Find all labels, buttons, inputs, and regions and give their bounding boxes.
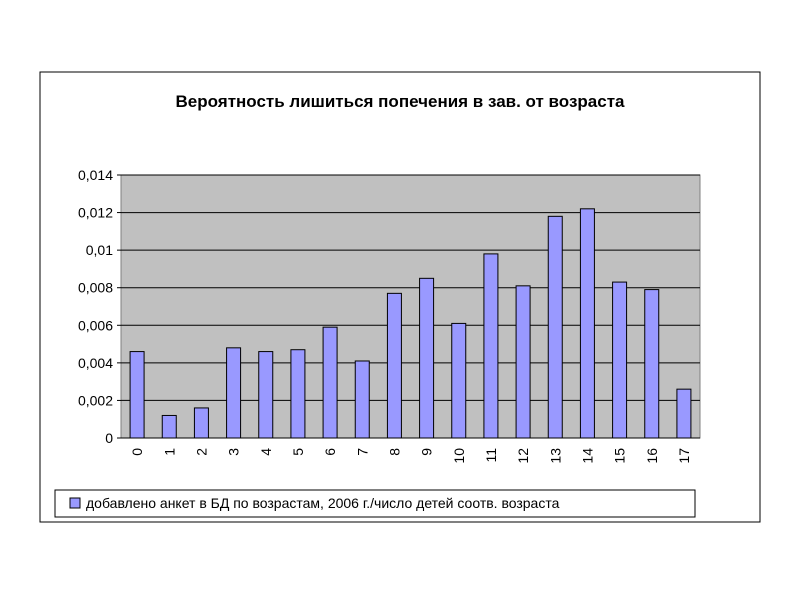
bar (322, 326, 338, 439)
x-tick-label: 5 (290, 448, 306, 456)
y-tick-label: 0,012 (78, 205, 113, 221)
bar (515, 285, 531, 439)
bar (354, 360, 370, 439)
x-tick-label: 8 (386, 448, 402, 456)
bar (161, 414, 177, 439)
x-tick-label: 6 (322, 448, 338, 456)
legend-swatch (69, 497, 81, 509)
x-tick-label: 4 (258, 448, 274, 456)
bar (419, 277, 435, 439)
x-tick-label: 17 (676, 448, 692, 464)
bar (129, 351, 145, 439)
x-tick-label: 7 (354, 448, 370, 456)
x-tick-label: 10 (451, 448, 467, 464)
y-tick-label: 0,002 (78, 392, 113, 408)
bar (290, 349, 306, 439)
bar (483, 253, 499, 439)
chart-title: Вероятность лишиться попечения в зав. от… (175, 92, 625, 111)
y-tick-label: 0,008 (78, 280, 113, 296)
plot-area (120, 174, 701, 439)
y-tick-label: 0,006 (78, 317, 113, 333)
x-tick-label: 9 (419, 448, 435, 456)
bar (226, 347, 242, 439)
bar (258, 351, 274, 439)
bar (386, 292, 402, 439)
bar (676, 388, 692, 439)
x-tick-label: 13 (547, 448, 563, 464)
bar (644, 289, 660, 439)
legend (54, 489, 696, 518)
bar (579, 208, 595, 439)
y-tick-label: 0 (105, 430, 113, 446)
x-tick-label: 12 (515, 448, 531, 464)
x-tick-label: 2 (193, 448, 209, 456)
x-tick-label: 1 (161, 448, 177, 456)
y-tick-label: 0,004 (78, 355, 113, 371)
x-tick-label: 3 (226, 448, 242, 456)
y-tick-label: 0,014 (78, 167, 113, 183)
bar (193, 407, 209, 439)
bar (451, 322, 467, 439)
x-tick-label: 14 (579, 448, 595, 464)
x-tick-label: 11 (483, 448, 499, 463)
bar (547, 215, 563, 439)
x-tick-label: 16 (644, 448, 660, 464)
x-tick-label: 0 (129, 448, 145, 456)
legend-label: добавлено анкет в БД по возрастам, 2006 … (86, 495, 560, 511)
bar (612, 281, 628, 439)
x-tick-label: 15 (612, 448, 628, 464)
y-tick-label: 0,01 (86, 242, 113, 258)
